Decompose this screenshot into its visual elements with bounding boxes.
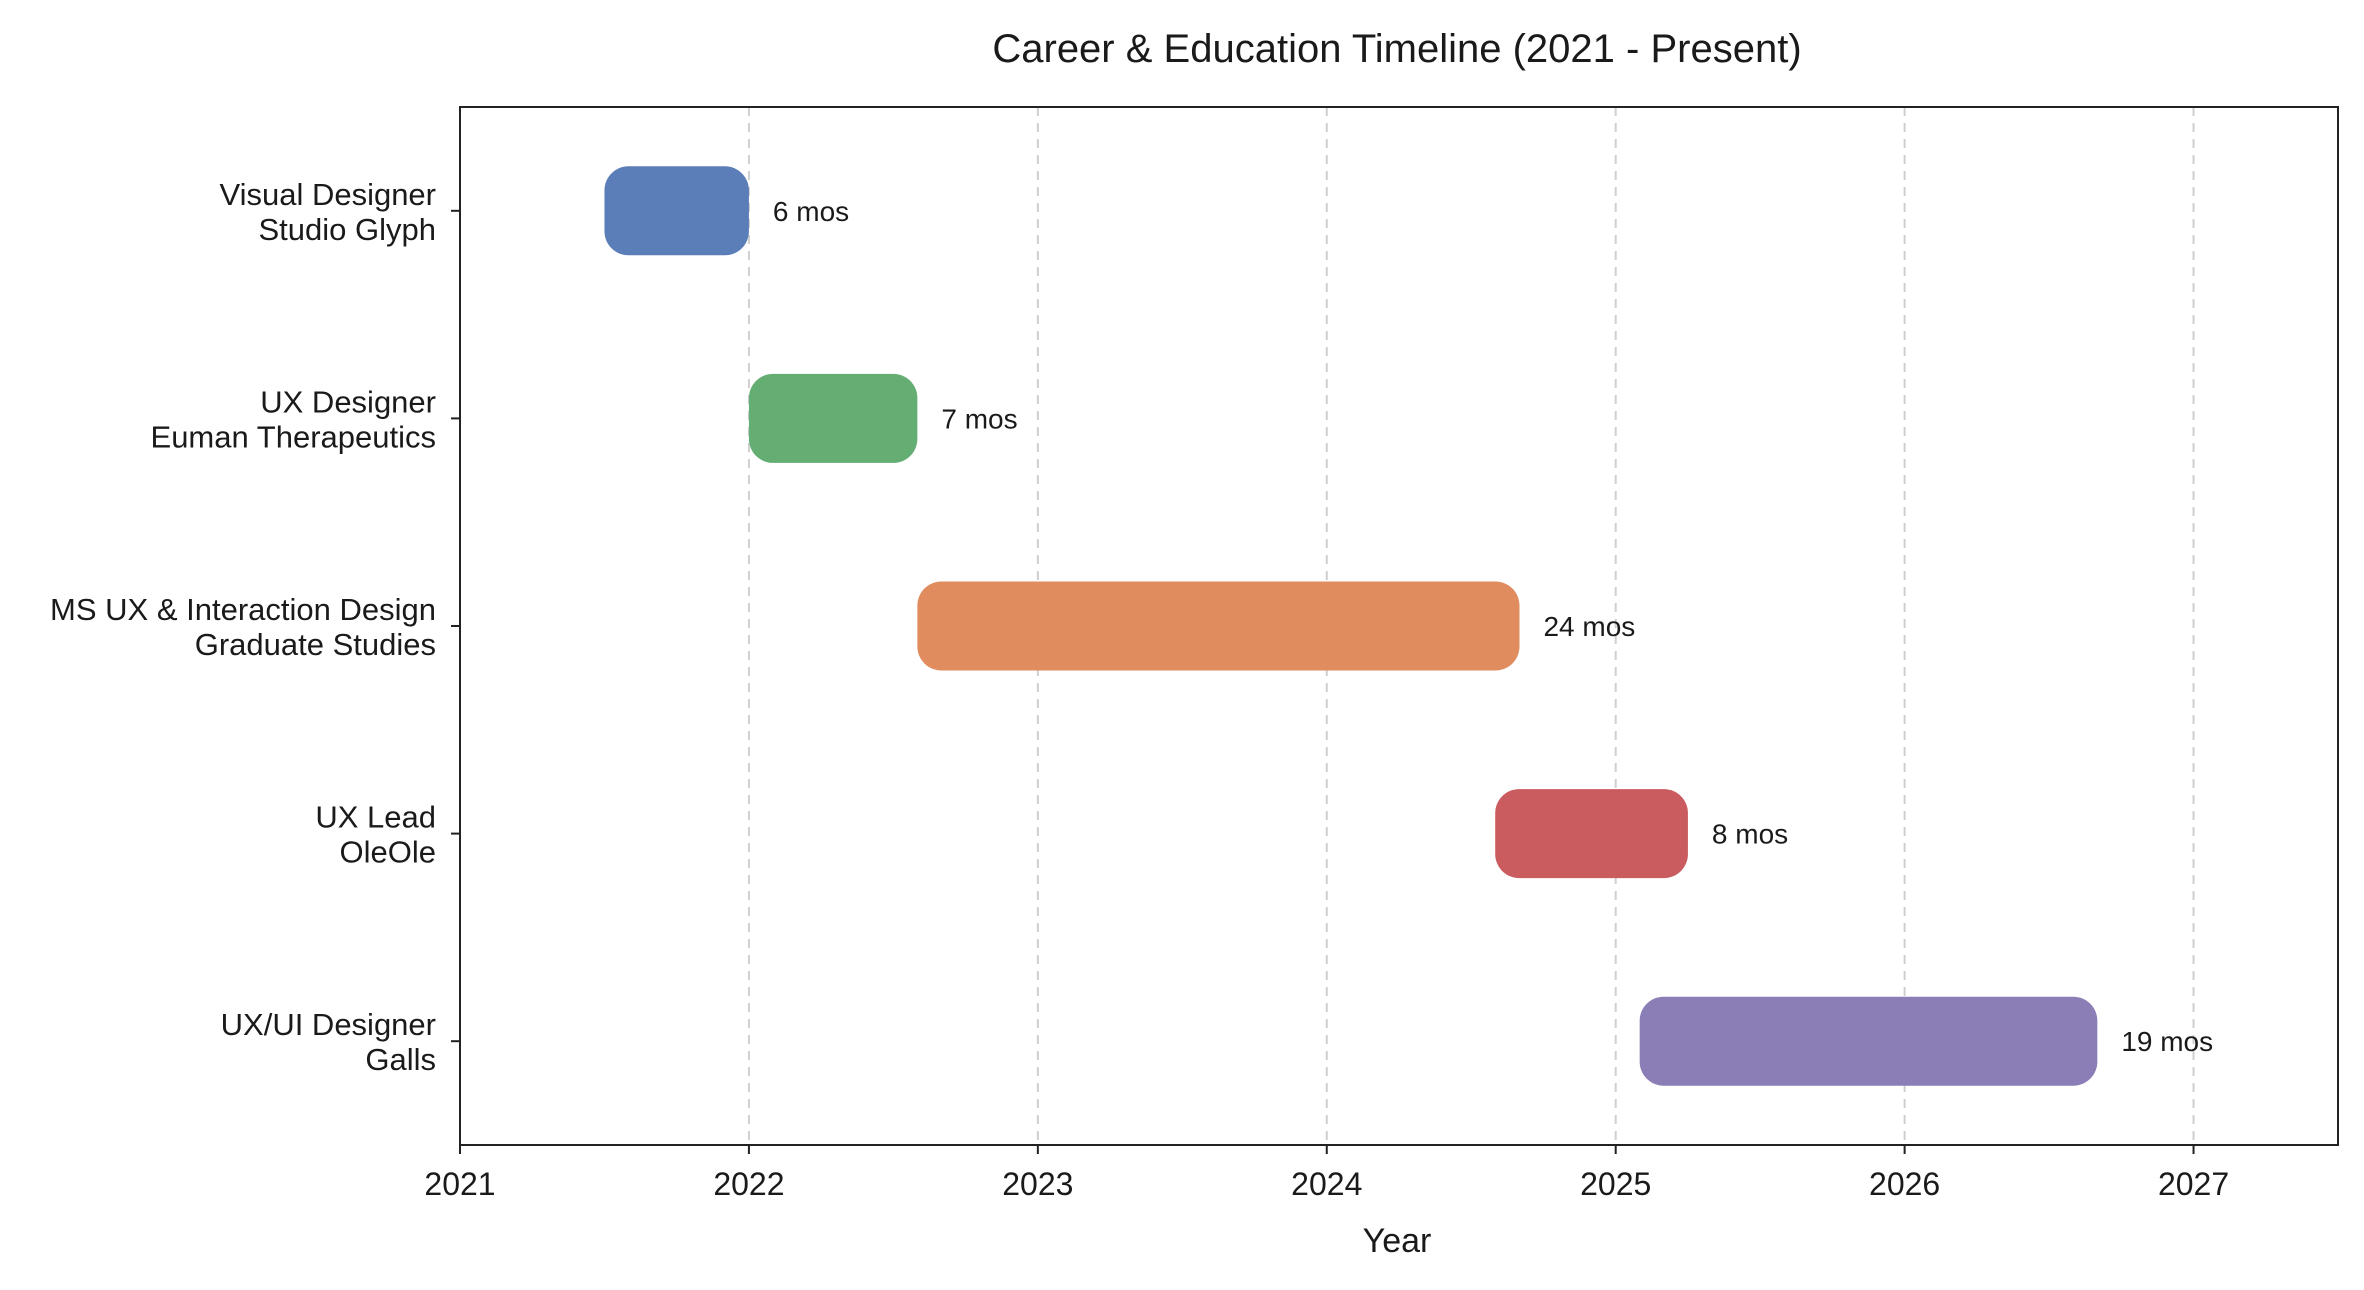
y-label-org: Galls	[365, 1042, 436, 1077]
x-tick-label: 2024	[1291, 1166, 1362, 1202]
y-label-role: Visual Designer	[219, 177, 436, 212]
x-tick-label: 2026	[1869, 1166, 1940, 1202]
y-label-role: UX Designer	[260, 384, 436, 419]
timeline-bar	[1639, 996, 2098, 1086]
x-axis-label: Year	[1363, 1222, 1432, 1260]
x-tick-label: 2022	[713, 1166, 784, 1202]
x-tick-label: 2021	[424, 1166, 495, 1202]
x-tick-label: 2027	[2158, 1166, 2229, 1202]
y-label-role: UX/UI Designer	[221, 1007, 436, 1042]
duration-label: 6 mos	[773, 196, 849, 227]
y-label-role: MS UX & Interaction Design	[50, 592, 436, 627]
y-label-org: Studio Glyph	[259, 212, 437, 247]
x-tick-label: 2023	[1002, 1166, 1073, 1202]
y-label-org: Graduate Studies	[195, 627, 436, 662]
duration-label: 7 mos	[941, 403, 1017, 434]
timeline-bar	[1495, 789, 1688, 879]
y-label-role: UX Lead	[315, 800, 436, 835]
chart-title: Career & Education Timeline (2021 - Pres…	[992, 27, 1801, 71]
bars: 6 mos 7 mos 24 mos 8 mos 19 mos	[604, 166, 2213, 1086]
y-label-org: OleOle	[340, 835, 436, 870]
timeline-bar	[604, 166, 749, 256]
x-tick-label: 2025	[1580, 1166, 1651, 1202]
timeline-bar	[917, 581, 1520, 671]
duration-label: 24 mos	[1543, 611, 1635, 642]
y-label-org: Euman Therapeutics	[151, 419, 436, 454]
timeline-bar	[748, 373, 918, 463]
duration-label: 19 mos	[2121, 1026, 2213, 1057]
x-axis-ticks: 2021 2022 2023 2024 2025 2026 2027	[424, 1145, 2229, 1202]
duration-label: 8 mos	[1712, 819, 1788, 850]
